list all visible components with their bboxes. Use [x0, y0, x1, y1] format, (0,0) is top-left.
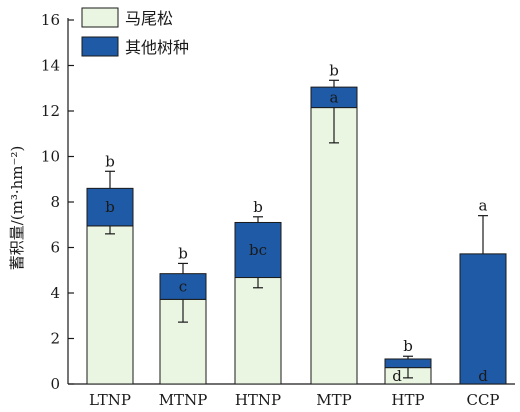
bar-segment-masson-pine [86, 225, 134, 385]
bars [86, 79, 507, 385]
x-tick-label: MTP [316, 391, 351, 409]
y-tick-label: 14 [41, 57, 60, 75]
y-tick-label: 8 [50, 193, 60, 211]
legend-swatch-masson-pine [81, 7, 119, 28]
x-tick-label: LTNP [89, 391, 131, 409]
bar-segment-masson-pine [234, 277, 282, 385]
y-tick-label: 16 [41, 11, 60, 29]
significance-label-other-species: a [330, 88, 339, 106]
x-tick-label: MTNP [159, 391, 208, 409]
bar-segment-other-species [234, 221, 282, 279]
significance-label-top: a [479, 197, 488, 215]
significance-label-other-species: c [179, 278, 187, 296]
significance-label-top: b [329, 61, 339, 79]
x-tick-label: HTP [391, 391, 424, 409]
y-tick-label: 10 [41, 148, 60, 166]
legend-label-masson-pine: 马尾松 [125, 9, 173, 28]
x-tick-label: CCP [466, 391, 499, 409]
significance-label-top: b [403, 337, 413, 355]
x-tick-label: HTNP [235, 391, 281, 409]
significance-label-other-species: bc [249, 241, 267, 259]
y-tick-label: 2 [50, 330, 60, 348]
y-tick-label: 12 [41, 102, 60, 120]
significance-label-other-species: b [105, 198, 115, 216]
y-tick-label: 0 [50, 375, 60, 393]
significance-label-top: b [178, 244, 188, 262]
y-tick-label: 4 [50, 284, 60, 302]
bar-segment-other-species [459, 253, 507, 385]
bar-segment-masson-pine [310, 107, 358, 385]
y-tick-label: 6 [50, 239, 60, 257]
significance-label-top: b [253, 198, 263, 216]
significance-label-top: b [105, 152, 115, 170]
legend-label-other-species: 其他树种 [125, 38, 189, 57]
axes: 0 2 4 6 8 10 12 14 16 蓄积量/(m³·hm⁻²) LTNP MTNP HTNP MT… [8, 11, 515, 409]
y-axis-label: 蓄积量/(m³·hm⁻²) [8, 146, 26, 271]
significance-label-masson-pine: d [392, 367, 402, 385]
legend-swatch-other-species [81, 36, 119, 57]
significance-label-masson-pine: d [478, 367, 488, 385]
